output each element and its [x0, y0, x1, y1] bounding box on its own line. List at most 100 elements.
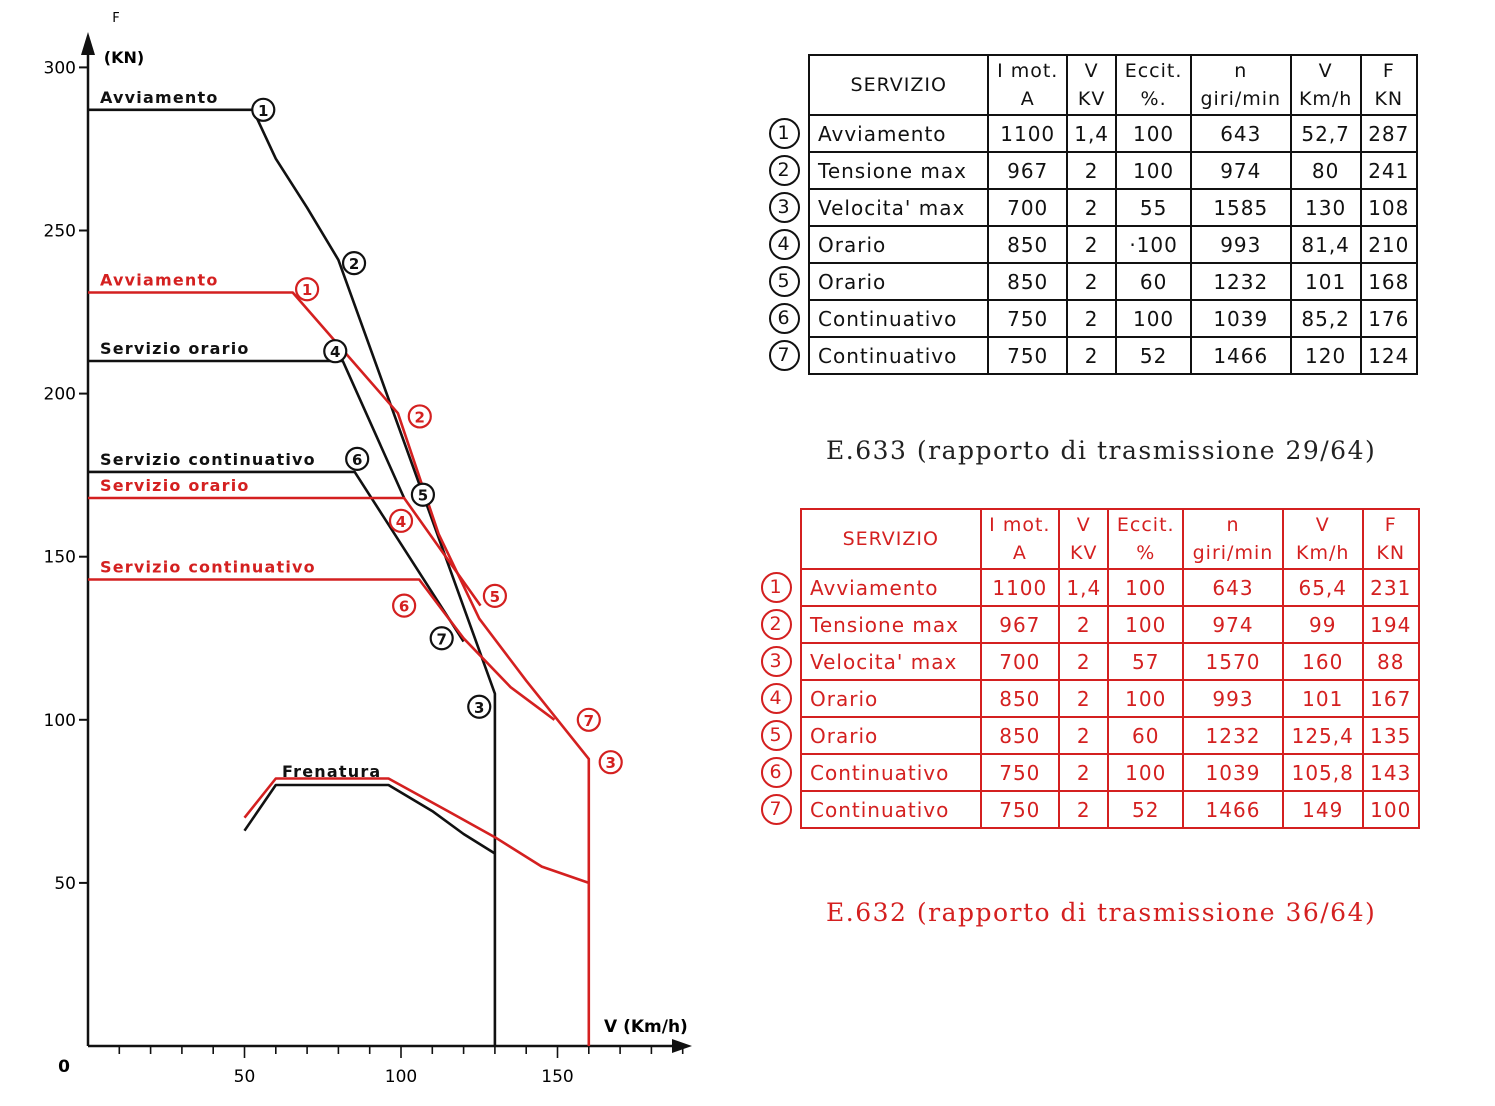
- point-marker-number: 3: [605, 754, 615, 772]
- column-header-unit: A: [1012, 542, 1027, 564]
- row-number-badge: 5: [768, 266, 800, 297]
- cell-i: 850: [979, 679, 1061, 718]
- cell-i: 700: [979, 642, 1061, 681]
- cell-giri: 1039: [1189, 299, 1292, 338]
- series-line: [88, 291, 591, 1046]
- column-header: Eccit.%.: [1115, 54, 1192, 116]
- cell-giri: 974: [1182, 605, 1284, 644]
- cell-servizio: Continuativo: [807, 336, 990, 375]
- y-axis-unit: (KN): [104, 48, 144, 67]
- table-e632: SERVIZIO I mot. A V KV Eccit.% n giri/min V Km/h F…: [752, 508, 1421, 829]
- series-label: Servizio continuativo: [100, 558, 316, 577]
- cell-vel: 101: [1281, 679, 1364, 718]
- column-header-line: F: [1382, 60, 1395, 82]
- row-number-badge: 2: [768, 155, 800, 186]
- cell-v: 2: [1065, 151, 1118, 190]
- column-header-line: n: [1226, 514, 1240, 536]
- point-marker: [407, 404, 432, 429]
- column-header-line: n: [1234, 60, 1248, 82]
- cell-f: 135: [1361, 716, 1421, 755]
- y-axis-arrow: [81, 32, 95, 55]
- cell-i: 850: [979, 716, 1061, 755]
- cell-v: 2: [1065, 299, 1118, 338]
- cell-servizio: Orario: [800, 716, 982, 755]
- point-marker: [323, 339, 348, 364]
- cell-giri: 643: [1189, 114, 1292, 153]
- cell-giri: 1039: [1182, 753, 1284, 792]
- cell-v: 2: [1065, 225, 1118, 264]
- point-marker: [467, 694, 492, 719]
- series-line: [243, 777, 590, 885]
- cell-servizio: Avviamento: [800, 568, 982, 607]
- table-e633: SERVIZIO I mot. A V KV Eccit.%. n giri/min V Km/h…: [760, 54, 1419, 375]
- point-marker-number: 7: [436, 630, 446, 648]
- row-number-badge: 3: [768, 192, 800, 223]
- cell-vel: 125,4: [1281, 716, 1364, 755]
- point-marker: [482, 583, 507, 608]
- cell-i: 750: [979, 753, 1061, 792]
- cell-vel: 105,8: [1281, 753, 1364, 792]
- y-tick-label: 100: [44, 711, 76, 731]
- cell-ecc: 57: [1107, 642, 1185, 681]
- cell-i: 967: [979, 605, 1061, 644]
- cell-v: 1,4: [1058, 568, 1110, 607]
- cell-giri: 993: [1182, 679, 1284, 718]
- row-number-badge: 7: [768, 340, 800, 371]
- cell-i: 1100: [979, 568, 1061, 607]
- column-header-unit: Km/h: [1298, 88, 1353, 110]
- cell-v: 2: [1065, 188, 1118, 227]
- row-number-cell: 6: [752, 754, 801, 791]
- column-header-unit: KN: [1376, 542, 1406, 564]
- series-line: [88, 359, 406, 499]
- series-label: Avviamento: [100, 88, 219, 107]
- cell-v: 2: [1058, 679, 1110, 718]
- point-marker: [295, 277, 320, 302]
- row-number-cell: 5: [752, 717, 801, 754]
- y-tick-label: 50: [54, 874, 76, 894]
- cell-giri: 1466: [1182, 790, 1284, 829]
- column-header-unit: Km/h: [1296, 542, 1350, 564]
- column-header-line: SERVIZIO: [850, 74, 947, 96]
- cell-servizio: Tensione max: [800, 605, 982, 644]
- cell-ecc: 100: [1107, 568, 1185, 607]
- column-header-unit: %.: [1140, 88, 1167, 110]
- x-axis-label: V (Km/h): [604, 1017, 688, 1037]
- cell-f: 168: [1359, 262, 1419, 301]
- row-number-cell: 6: [760, 300, 809, 337]
- cell-f: 88: [1361, 642, 1421, 681]
- series-line: [88, 496, 482, 607]
- cell-i: 750: [979, 790, 1061, 829]
- series-label: Servizio continuativo: [100, 450, 316, 469]
- column-header-unit: KV: [1077, 88, 1106, 110]
- row-number-badge: 1: [760, 572, 792, 603]
- column-header: F KN: [1359, 54, 1419, 116]
- cell-servizio: Orario: [807, 225, 990, 264]
- point-marker-number: 4: [330, 343, 340, 361]
- point-marker: [388, 508, 414, 533]
- column-header: I mot. A: [987, 54, 1068, 116]
- series-label: Avviamento: [100, 270, 219, 289]
- y-axis-label: F: [112, 11, 119, 26]
- cell-ecc: 100: [1107, 753, 1185, 792]
- cell-servizio: Tensione max: [807, 151, 990, 190]
- row-number-cell: 1: [760, 115, 809, 152]
- point-marker: [345, 446, 370, 471]
- cell-i: 850: [987, 262, 1068, 301]
- column-header-unit: KN: [1374, 88, 1404, 110]
- cell-f: 100: [1361, 790, 1421, 829]
- column-header: SERVIZIO: [807, 54, 990, 116]
- row-number-cell: 2: [752, 606, 801, 643]
- series-line: [88, 470, 465, 643]
- column-header: V KV: [1065, 54, 1118, 116]
- series-line: [88, 108, 497, 1046]
- caption-e632: E.632 (rapporto di trasmissione 36/64): [826, 898, 1377, 927]
- point-marker-number: 2: [349, 255, 359, 273]
- column-header: SERVIZIO: [800, 508, 982, 570]
- cell-ecc: 60: [1115, 262, 1192, 301]
- cell-v: 1,4: [1065, 114, 1118, 153]
- cell-v: 2: [1058, 605, 1110, 644]
- y-tick-label: 0: [58, 1057, 70, 1077]
- column-header-line: V: [1318, 60, 1333, 82]
- row-number-cell: 1: [752, 569, 801, 606]
- column-header: V Km/h: [1289, 54, 1362, 116]
